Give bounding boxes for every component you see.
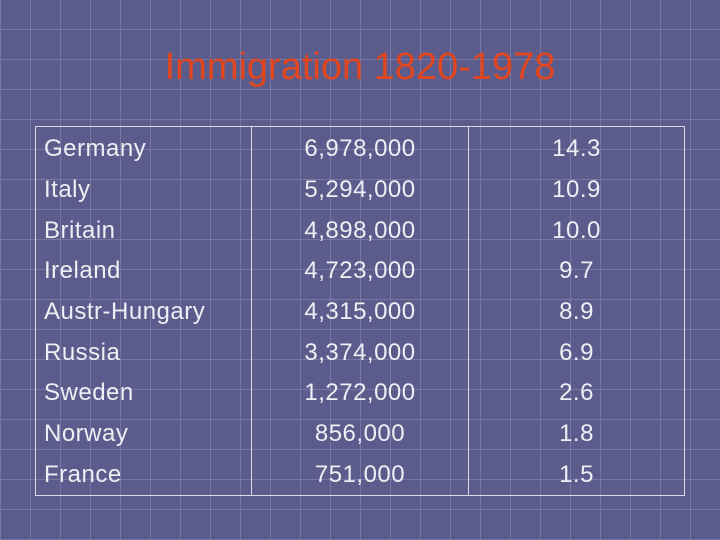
immigrants-cell: 856,000 bbox=[251, 413, 469, 455]
immigrants-cell: 4,723,000 bbox=[251, 251, 469, 292]
table-row: Ireland 4,723,000 9.7 bbox=[35, 251, 685, 292]
percent-cell: 2.6 bbox=[468, 373, 685, 414]
table-row: Germany 6,978,000 14.3 bbox=[35, 126, 685, 170]
immigrants-cell: 4,898,000 bbox=[251, 210, 469, 252]
percent-cell: 8.9 bbox=[468, 291, 685, 333]
percent-cell: 10.0 bbox=[468, 210, 685, 252]
percent-cell: 1.5 bbox=[468, 454, 685, 496]
table-row: Sweden 1,272,000 2.6 bbox=[35, 373, 685, 414]
country-cell: Austr-Hungary bbox=[35, 291, 252, 333]
country-cell: Germany bbox=[35, 126, 252, 170]
immigrants-cell: 751,000 bbox=[251, 454, 469, 496]
country-cell: France bbox=[35, 454, 252, 496]
immigration-table: Germany 6,978,000 14.3 Italy 5,294,000 10.9 Br… bbox=[35, 126, 685, 497]
immigrants-cell: 3,374,000 bbox=[251, 332, 469, 374]
table-row: France 751,000 1.5 bbox=[35, 454, 685, 496]
immigrants-cell: 6,978,000 bbox=[251, 126, 469, 170]
immigrants-cell: 1,272,000 bbox=[251, 373, 469, 414]
country-cell: Britain bbox=[35, 210, 252, 252]
table-row: Russia 3,374,000 6.9 bbox=[35, 332, 685, 374]
percent-cell: 10.9 bbox=[468, 169, 685, 211]
table-row: Italy 5,294,000 10.9 bbox=[35, 169, 685, 211]
country-cell: Sweden bbox=[35, 373, 252, 414]
country-cell: Ireland bbox=[35, 251, 252, 292]
percent-cell: 14.3 bbox=[468, 126, 685, 170]
table-row: Austr-Hungary 4,315,000 8.9 bbox=[35, 291, 685, 333]
percent-cell: 1.8 bbox=[468, 413, 685, 455]
table-row: Norway 856,000 1.8 bbox=[35, 413, 685, 455]
table-row: Britain 4,898,000 10.0 bbox=[35, 210, 685, 252]
percent-cell: 9.7 bbox=[468, 251, 685, 292]
country-cell: Norway bbox=[35, 413, 252, 455]
immigrants-cell: 5,294,000 bbox=[251, 169, 469, 211]
slide-title: Immigration 1820-1978 bbox=[164, 46, 556, 88]
country-cell: Italy bbox=[35, 169, 252, 211]
immigrants-cell: 4,315,000 bbox=[251, 291, 469, 333]
percent-cell: 6.9 bbox=[468, 332, 685, 374]
country-cell: Russia bbox=[35, 332, 252, 374]
